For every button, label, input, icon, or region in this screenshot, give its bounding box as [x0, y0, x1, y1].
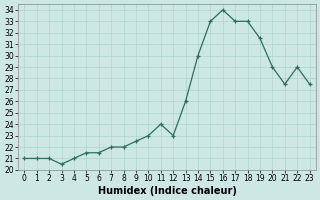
- X-axis label: Humidex (Indice chaleur): Humidex (Indice chaleur): [98, 186, 236, 196]
